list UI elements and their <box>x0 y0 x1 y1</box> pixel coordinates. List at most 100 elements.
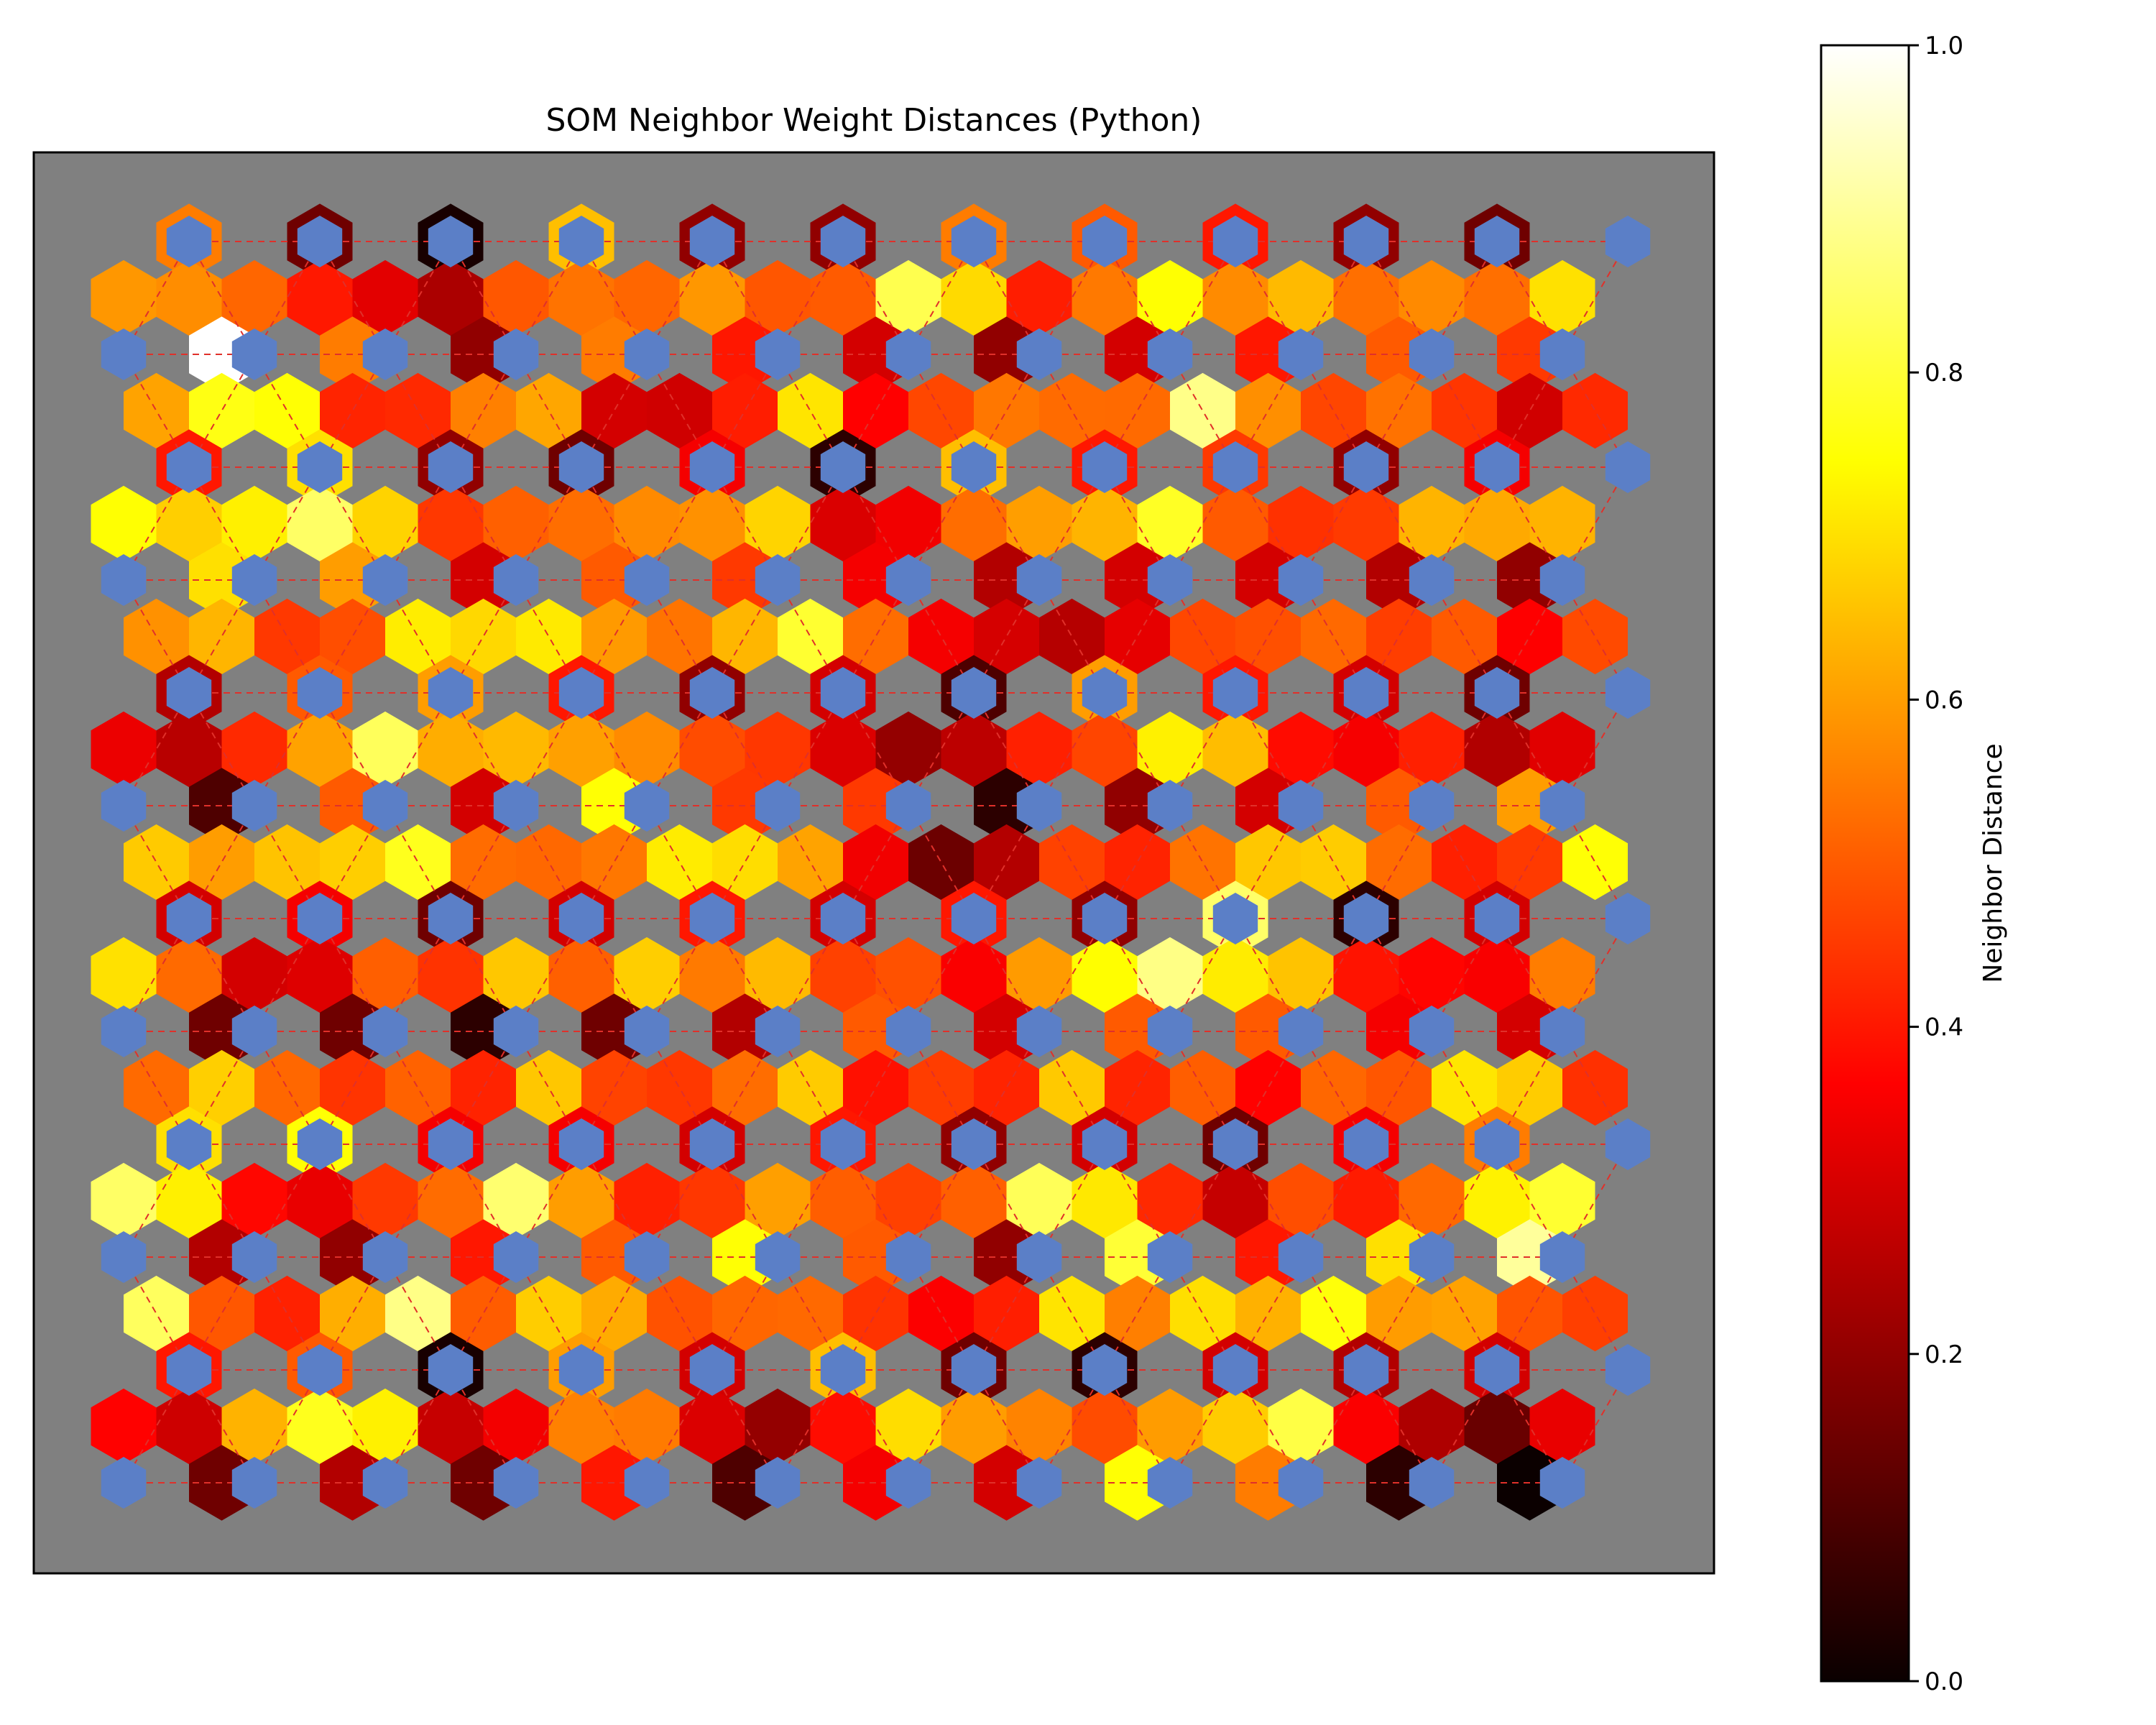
neuron <box>1016 1457 1062 1509</box>
hex-cell <box>1039 1275 1105 1352</box>
neuron <box>1343 1344 1389 1396</box>
neuron <box>558 667 604 719</box>
hex-cell <box>1006 711 1072 788</box>
neuron <box>231 1231 277 1283</box>
neuron <box>166 1118 212 1170</box>
hex-cell <box>1137 711 1203 788</box>
hex-cell <box>712 1275 778 1352</box>
hex-cell <box>745 259 811 336</box>
neuron <box>493 328 539 380</box>
neuron <box>1278 554 1324 606</box>
neuron <box>101 780 147 832</box>
hex-cell <box>843 598 908 675</box>
hex-cell <box>1399 1162 1465 1239</box>
colorbar-tick-label: 0.6 <box>1925 686 1963 714</box>
hex-cell <box>875 259 941 336</box>
neuron <box>1016 780 1062 832</box>
neuron <box>1343 216 1389 267</box>
neuron <box>755 1006 801 1057</box>
neuron <box>1082 1118 1128 1170</box>
neuron <box>1343 1118 1389 1170</box>
hex-cell <box>1301 1275 1366 1352</box>
neuron <box>1278 1457 1324 1509</box>
neuron <box>1605 1118 1651 1170</box>
hex-cell <box>1301 1049 1366 1126</box>
neuron <box>1212 1118 1258 1170</box>
hex-cell <box>875 1388 941 1465</box>
hex-cell <box>1529 485 1595 562</box>
neuron <box>558 1118 604 1170</box>
hex-cell <box>1170 1049 1235 1126</box>
hex-cell <box>745 1162 811 1239</box>
neuron <box>1605 893 1651 944</box>
hex-cell <box>124 1275 189 1352</box>
hex-cell <box>124 824 189 901</box>
hex-cell <box>1366 1275 1432 1352</box>
hex-cell <box>451 372 516 449</box>
hex-cell <box>320 824 385 901</box>
hex-cell <box>1137 937 1203 1013</box>
hex-cell <box>1432 824 1497 901</box>
hex-cell <box>1006 259 1072 336</box>
hex-cell <box>1105 824 1170 901</box>
neuron <box>755 328 801 380</box>
hex-cells <box>91 203 1628 1521</box>
hex-cell <box>647 598 712 675</box>
neuron <box>1343 441 1389 493</box>
hex-cell <box>1529 1388 1595 1465</box>
neuron <box>1474 1344 1520 1396</box>
neuron <box>1409 328 1455 380</box>
neuron <box>1474 893 1520 944</box>
hex-cell <box>1366 598 1432 675</box>
hex-cell <box>908 372 974 449</box>
colorbar-tick-label: 0.8 <box>1925 359 1963 387</box>
neuron <box>1409 554 1455 606</box>
hex-cell <box>1105 1049 1170 1126</box>
hex-cell <box>875 937 941 1013</box>
hex-cell <box>778 1275 843 1352</box>
neurons <box>101 216 1651 1509</box>
neuron <box>820 1344 866 1396</box>
neuron <box>493 1457 539 1509</box>
colorbar <box>1820 44 1910 1683</box>
neuron <box>1016 1231 1062 1283</box>
neuron <box>885 554 931 606</box>
hex-cell <box>712 1049 778 1126</box>
neuron <box>951 441 997 493</box>
hex-cell <box>221 711 287 788</box>
hex-cell <box>1235 598 1301 675</box>
neuron <box>493 1231 539 1283</box>
neuron <box>428 1118 474 1170</box>
hex-cell <box>516 1049 581 1126</box>
neuron <box>1343 893 1389 944</box>
neuron <box>1147 1457 1193 1509</box>
hex-cell <box>483 259 549 336</box>
hex-cell <box>483 1388 549 1465</box>
hex-cell <box>712 372 778 449</box>
hex-cell <box>1235 372 1301 449</box>
hex-cell <box>875 485 941 562</box>
neuron <box>166 667 212 719</box>
hex-cell <box>1432 372 1497 449</box>
hex-cell <box>1497 598 1562 675</box>
neuron <box>231 780 277 832</box>
neuron <box>885 328 931 380</box>
hex-cell <box>91 711 157 788</box>
hex-cell <box>581 598 647 675</box>
hex-cell <box>614 1162 680 1239</box>
neuron <box>1605 667 1651 719</box>
hex-cell <box>483 485 549 562</box>
hex-cell <box>483 1162 549 1239</box>
hex-cell <box>1301 372 1366 449</box>
hex-cell <box>254 372 320 449</box>
hex-cell <box>974 1275 1039 1352</box>
neuron <box>558 441 604 493</box>
hex-cell <box>1105 598 1170 675</box>
hex-cell <box>1497 1275 1562 1352</box>
colorbar-tick-label: 0.0 <box>1925 1668 1963 1696</box>
hex-cell <box>124 598 189 675</box>
hex-cell <box>1301 598 1366 675</box>
neuron <box>231 554 277 606</box>
hex-cell <box>1039 598 1105 675</box>
hex-cell <box>581 1275 647 1352</box>
